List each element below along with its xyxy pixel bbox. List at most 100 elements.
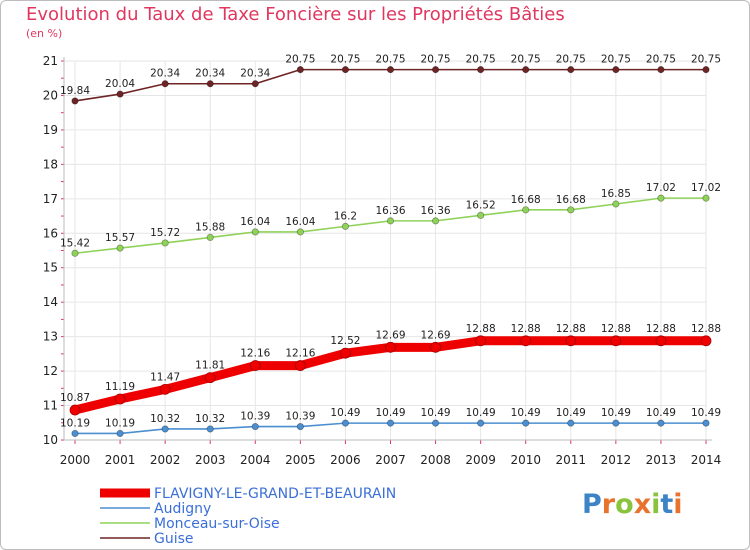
- data-point: [296, 228, 304, 236]
- data-label: 15.72: [150, 227, 180, 239]
- data-label: 12.16: [285, 348, 315, 360]
- data-point: [610, 335, 622, 347]
- y-tick-label: 19: [43, 123, 58, 137]
- x-tick-label: 2003: [195, 453, 226, 467]
- data-label: 20.75: [421, 54, 451, 66]
- y-tick-label: 11: [43, 399, 58, 413]
- data-label: 16.68: [556, 194, 586, 206]
- data-point: [612, 419, 620, 427]
- legend: FLAVIGNY-LE-GRAND-ET-BEAURAINAudignyMonc…: [100, 486, 396, 547]
- data-label: 10.49: [511, 407, 541, 419]
- data-point: [702, 194, 710, 202]
- data-point: [700, 335, 712, 347]
- data-label: 20.75: [285, 54, 315, 66]
- data-point: [116, 429, 124, 438]
- data-point: [702, 419, 710, 427]
- series-1: [71, 419, 710, 438]
- legend-label: Monceau-sur-Oise: [154, 516, 280, 532]
- data-label: 20.04: [105, 78, 135, 90]
- data-label: 16.2: [334, 210, 357, 222]
- data-label: 20.75: [466, 54, 496, 66]
- data-label: 16.85: [601, 188, 631, 200]
- data-labels: 10.87 11.19 11.47 11.81 12.16 12.16 12.52 12.69…: [60, 54, 721, 430]
- series-3: [71, 66, 710, 105]
- data-label: 12.88: [691, 323, 721, 335]
- x-tick-label: 2007: [375, 453, 406, 467]
- data-point: [296, 66, 304, 74]
- data-point: [296, 422, 304, 431]
- y-tick-label: 15: [43, 261, 58, 275]
- logo-letter: o: [615, 489, 634, 520]
- data-point: [522, 419, 530, 427]
- data-point: [116, 90, 124, 98]
- data-point: [386, 217, 395, 225]
- x-tick-label: 2000: [60, 453, 91, 467]
- data-point: [477, 419, 485, 427]
- data-label: 10.19: [60, 417, 90, 429]
- data-point: [294, 360, 306, 371]
- data-point: [249, 360, 261, 371]
- x-tick-label: 2013: [646, 453, 677, 467]
- data-point: [251, 422, 259, 431]
- data-point: [251, 228, 259, 236]
- y-tick-label: 14: [43, 295, 58, 309]
- data-label: 15.88: [195, 221, 225, 233]
- data-point: [477, 211, 485, 219]
- data-label: 15.57: [105, 232, 135, 244]
- data-label: 16.52: [466, 199, 496, 211]
- data-point: [567, 66, 575, 74]
- axes: 10 11 12 13 14 15 16 17 18 19 20 21 2000 2001 2002 2003…: [43, 54, 722, 467]
- data-point: [114, 393, 126, 405]
- data-label: 20.75: [511, 54, 541, 66]
- logo-letter: t: [660, 489, 674, 520]
- y-tick-label: 21: [43, 54, 58, 68]
- data-label: 10.49: [646, 407, 676, 419]
- data-point: [71, 97, 79, 105]
- data-point: [657, 419, 665, 427]
- x-tick-label: 2011: [556, 453, 587, 467]
- data-point: [206, 233, 214, 242]
- data-label: 20.34: [195, 68, 225, 80]
- data-point: [431, 217, 440, 225]
- grid: [64, 60, 707, 441]
- data-label: 12.69: [421, 329, 451, 341]
- x-tick-label: 2002: [150, 453, 181, 467]
- data-point: [206, 425, 214, 433]
- x-tick-label: 2012: [601, 453, 632, 467]
- data-label: 10.39: [285, 411, 315, 423]
- data-label: 17.02: [691, 182, 721, 194]
- data-label: 12.88: [511, 323, 541, 335]
- data-point: [204, 372, 216, 384]
- logo-letter: i: [651, 489, 661, 520]
- data-label: 19.84: [60, 85, 90, 97]
- data-label: 11.47: [150, 371, 180, 383]
- data-point: [71, 249, 79, 257]
- logo-letter: i: [673, 489, 683, 520]
- data-point: [251, 80, 259, 88]
- data-point: [567, 419, 575, 427]
- x-tick-label: 2008: [420, 453, 451, 467]
- x-tick-label: 2005: [285, 453, 316, 467]
- data-point: [341, 419, 350, 427]
- data-label: 10.32: [195, 413, 225, 425]
- data-label: 10.19: [105, 417, 135, 429]
- data-label: 12.52: [330, 335, 360, 347]
- data-label: 10.32: [150, 413, 180, 425]
- data-label: 10.49: [466, 407, 496, 419]
- data-point: [116, 244, 124, 252]
- data-label: 20.75: [556, 54, 586, 66]
- data-label: 20.34: [150, 68, 180, 80]
- data-point: [477, 66, 485, 74]
- data-label: 20.75: [330, 54, 360, 66]
- y-tick-label: 10: [43, 433, 58, 447]
- legend-item-2: Monceau-sur-Oise: [100, 516, 280, 532]
- x-tick-label: 2014: [691, 453, 722, 467]
- x-tick-label: 2004: [240, 453, 271, 467]
- data-label: 12.16: [240, 348, 270, 360]
- data-point: [71, 429, 79, 438]
- data-point: [522, 206, 530, 214]
- data-label: 10.49: [421, 407, 451, 419]
- legend-item-3: Guise: [100, 531, 194, 547]
